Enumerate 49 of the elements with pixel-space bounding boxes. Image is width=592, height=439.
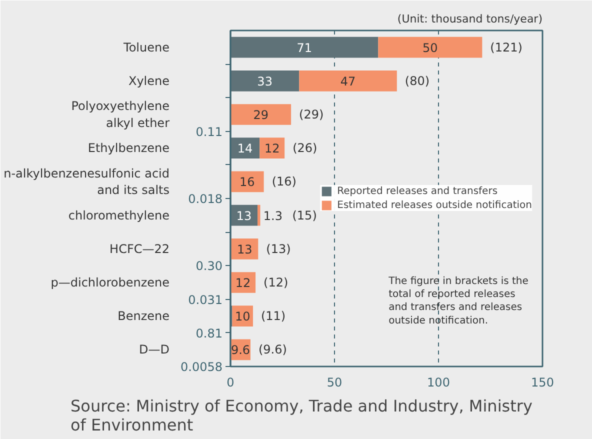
data-label: 10 [234,310,250,324]
y-tick-label: Benzene [118,309,170,324]
data-label: 71 [296,40,312,55]
data-label: 47 [340,74,356,88]
total-label: (12) [264,276,288,290]
annotation: The figure in brackets is the total of reported releases and transfers and releases outside notification. [388,276,528,326]
y-tick-label: HCFC—22 [110,242,170,256]
total-label: (80) [404,74,430,88]
y-tick-label: Xylene [128,74,170,88]
y-tick-label: Polyoxyethylene alkyl ether [71,99,170,130]
data-label: 0.30 [196,259,222,274]
data-label: 1.3 [263,208,282,223]
data-label: 0.018 [188,192,223,206]
y-tick-label: Ethylbenzene [88,141,170,156]
legend-label: Reported releases and transfers [337,185,498,197]
data-label: 33 [257,74,272,88]
data-label: 29 [253,108,269,122]
y-tick-label: chloromethylene [68,208,170,222]
data-label: 13 [236,208,252,223]
total-label: (15) [292,208,317,222]
data-label: 14 [237,142,253,156]
data-label: 0.11 [196,124,222,139]
text: (Unit: thousand tons/year) [397,12,543,26]
total-label: (26) [292,141,318,156]
total-label: (9.6) [258,342,287,357]
total-label: (16) [272,174,296,189]
data-label: 0.81 [196,326,222,340]
data-label: 50 [422,40,438,55]
data-label: 0.031 [188,292,223,307]
source-note: Source: Ministry of Economy, Trade and Industry, Ministry of Environment [70,396,532,434]
total-label: (13) [266,242,291,256]
y-tick-label: Toluene [122,40,170,54]
total-label: (11) [260,309,286,324]
data-label: 12 [235,276,251,290]
legend-label: Estimated releases outside notification [337,199,532,211]
x-tick-label: 50 [326,376,342,390]
total-label: (29) [299,108,324,122]
y-tick-label: D—D [139,342,170,357]
data-label: 13 [237,242,252,256]
y-tick-label: p—dichlorobenzene [50,276,170,290]
x-tick-label: 100 [427,376,450,390]
data-label: 12 [264,142,280,156]
total-label: (121) [490,40,522,54]
data-label: 16 [240,175,255,190]
x-tick-label: 0 [226,376,234,390]
data-label: 9.6 [230,343,250,358]
x-tick-label: 150 [531,376,554,390]
data-label: 0.0058 [180,360,223,374]
y-tick-label: n-alkylbenzenesulfonic acid and its salts [4,166,170,198]
